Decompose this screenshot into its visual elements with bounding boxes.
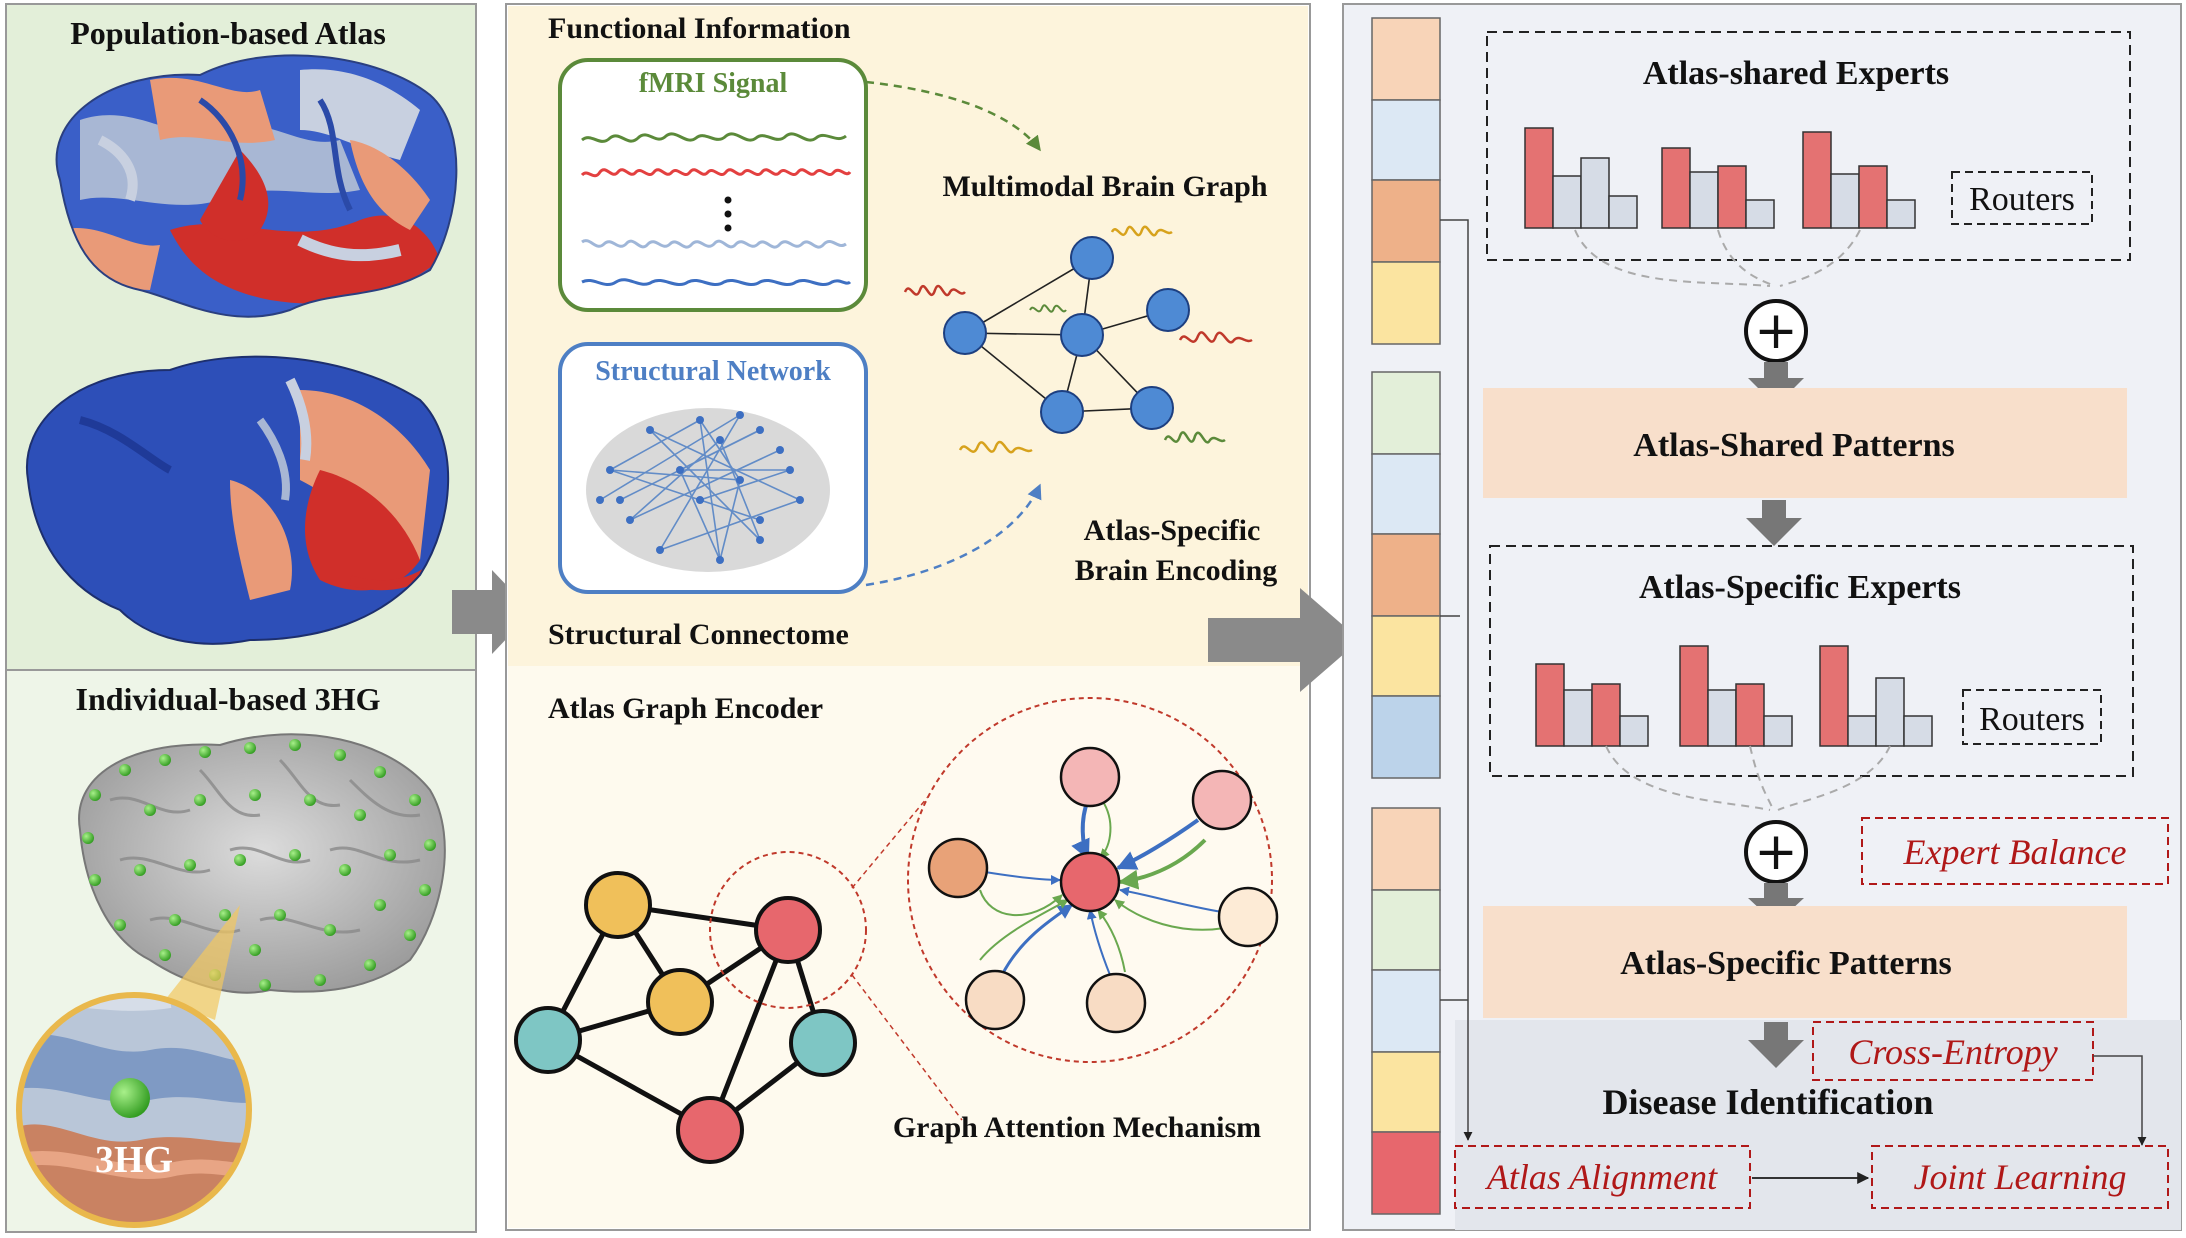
fmri-wave-blue [581, 278, 852, 287]
population-atlas-title: Population-based Atlas [70, 15, 386, 51]
arrow-to-specific-experts [1746, 500, 1802, 546]
specific-router-paths [1605, 745, 1891, 811]
individual-brain-image [78, 733, 446, 994]
disease-section-background [1455, 1020, 2181, 1230]
3hg-landmark-dots [82, 739, 436, 991]
atlas-specific-experts-box: Atlas-Specific Experts Routers [1489, 545, 2134, 777]
structural-connections [599, 414, 801, 561]
structural-network-box: Structural Network [558, 342, 868, 594]
graph-attention-mechanism [907, 697, 1279, 1063]
aggregate-plus-1 [1744, 299, 1808, 363]
shared-expert-bars [1524, 127, 1916, 229]
arrow-to-specific-patterns [1748, 883, 1804, 924]
multimodal-brain-graph-title: Multimodal Brain Graph [942, 170, 1267, 203]
atlas-brain-image-2 [25, 355, 450, 645]
atlas-token-column-2 [1371, 371, 1441, 779]
routers-label-2: Routers [1979, 701, 2085, 738]
atlas-token-column-3 [1371, 807, 1441, 1215]
middle-panel: Functional Information fMRI Signal Struc… [505, 3, 1311, 1231]
routers-label-1: Routers [1969, 181, 2075, 218]
joint-learning-label: Joint Learning [1914, 1157, 2127, 1197]
atlas-token-column-1 [1371, 17, 1441, 345]
expert-balance-box [1861, 817, 2169, 885]
cross-entropy-to-joint-arrow [2093, 1055, 2147, 1146]
atlas-specific-encoding-line2: Brain Encoding [1075, 554, 1278, 587]
specific-expert-bars [1535, 645, 1933, 747]
zoom-connector [165, 905, 240, 1020]
atlas-alignment-connectors [1440, 219, 1473, 1141]
atlas-shared-patterns-box [1483, 388, 2127, 498]
atlas-specific-experts-title: Atlas-Specific Experts [1639, 569, 1961, 606]
left-panel: Population-based Atlas [5, 3, 477, 1233]
atlas-specific-patterns-box [1483, 906, 2127, 1018]
cross-entropy-label: Cross-Entropy [1848, 1032, 2057, 1072]
3hg-zoom-label: 3HG [95, 1139, 173, 1181]
arrow-middle-to-right [1208, 588, 1360, 692]
atlas-specific-encoding-line1: Atlas-Specific [1084, 514, 1261, 547]
fmri-wave-red [580, 168, 852, 178]
disease-identification-label: Disease Identification [1603, 1082, 1934, 1122]
atlas-graph-encoder-title: Atlas Graph Encoder [548, 692, 823, 725]
shared-router-paths [1574, 229, 1861, 287]
joint-learning-box [1871, 1145, 2169, 1209]
aggregate-plus-symbol-1: + [1754, 301, 1798, 361]
graph-attention-mechanism-title: Graph Attention Mechanism [893, 1111, 1261, 1144]
atlas-brain-image-1 [55, 54, 458, 318]
attention-focus-circle [709, 851, 867, 1009]
atlas-graph-encoder-network [514, 755, 963, 1164]
atlas-shared-experts-title: Atlas-shared Experts [1643, 55, 1949, 92]
atlas-alignment-label: Atlas Alignment [1485, 1157, 1718, 1197]
functional-information-title: Functional Information [548, 12, 851, 45]
atlas-shared-experts-box: Atlas-shared Experts Routers [1486, 31, 2131, 261]
structural-nodes [596, 411, 804, 564]
fmri-signal-box: fMRI Signal [558, 58, 868, 312]
fmri-wave-lightblue [581, 239, 847, 249]
expert-balance-label: Expert Balance [1903, 832, 2127, 872]
atlas-alignment-box [1454, 1145, 1751, 1209]
structure-to-graph-arrow [865, 483, 1042, 587]
arrow-to-shared-patterns [1748, 362, 1804, 406]
fmri-signal-label: fMRI Signal [639, 68, 788, 99]
fmri-wave-green [581, 132, 847, 143]
aggregate-plus-2 [1744, 820, 1808, 884]
structural-connectome-title: Structural Connectome [548, 618, 849, 651]
structural-network-label: Structural Network [595, 356, 831, 387]
multimodal-brain-graph [903, 225, 1253, 454]
3hg-landmark-zoomed [110, 1078, 150, 1118]
fmri-to-graph-arrow [865, 80, 1041, 152]
arrow-to-disease-identification [1748, 1022, 1804, 1068]
right-panel: Atlas-shared Experts Routers [1342, 3, 2182, 1231]
atlas-shared-patterns-label: Atlas-Shared Patterns [1633, 427, 1954, 464]
aggregate-plus-symbol-2: + [1754, 822, 1798, 882]
individual-3hg-title: Individual-based 3HG [76, 681, 381, 717]
atlas-specific-patterns-label: Atlas-Specific Patterns [1620, 945, 1951, 982]
